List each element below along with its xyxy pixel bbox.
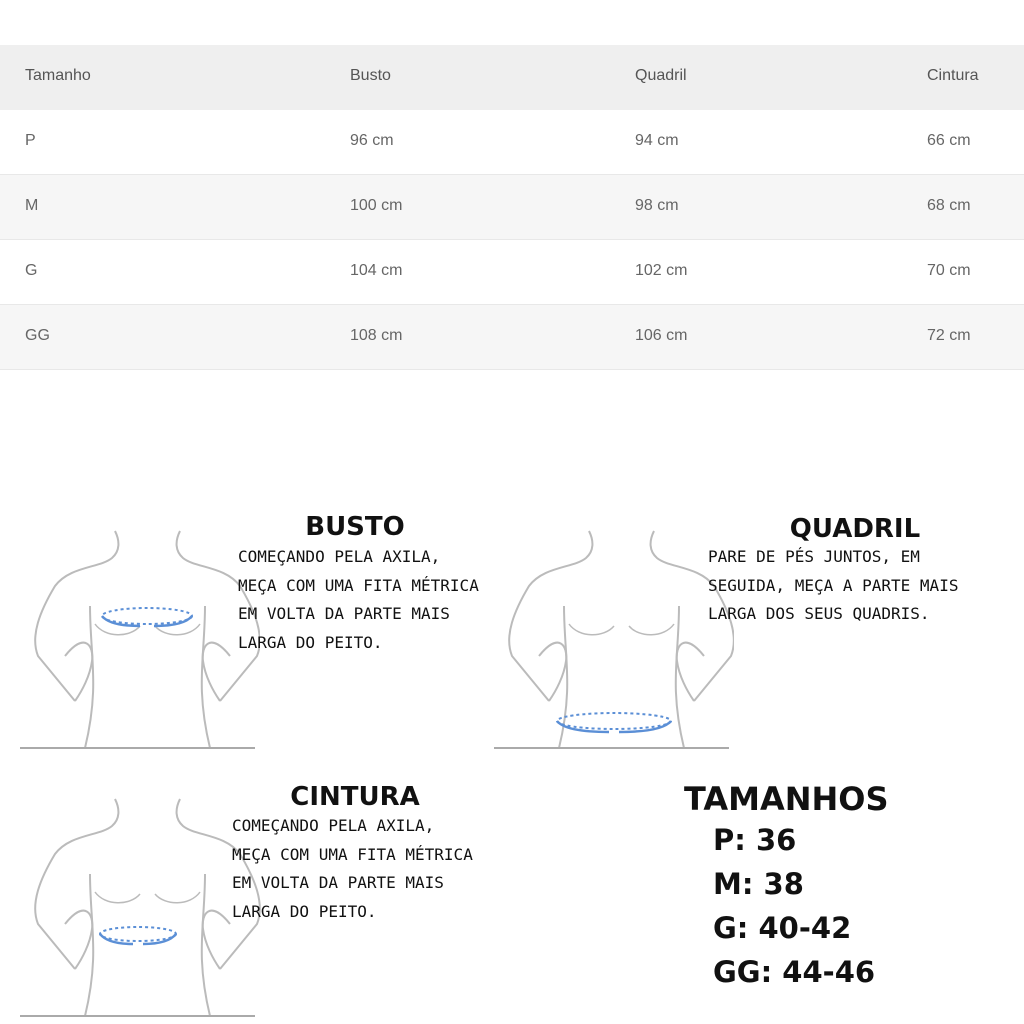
size-item: M: 38 (713, 867, 804, 901)
cell: G (25, 262, 38, 279)
cell: 98 cm (635, 197, 679, 214)
table-row: G 104 cm 102 cm 70 cm (0, 240, 1024, 305)
table-row: M 100 cm 98 cm 68 cm (0, 175, 1024, 240)
busto-figure-icon (20, 530, 260, 749)
cell: 68 cm (927, 197, 971, 214)
cell: M (25, 197, 39, 214)
cell: GG (25, 327, 50, 344)
quadril-title: QUADRIL (789, 514, 921, 544)
size-table: Tamanho Busto Quadril Cintura P 96 cm 94… (0, 45, 1024, 370)
cell: 96 cm (350, 132, 394, 149)
cell: 94 cm (635, 132, 679, 149)
quadril-description: PARE DE PÉS JUNTOS, EM SEGUIDA, MEÇA A P… (708, 547, 959, 623)
cintura-description: COMEÇANDO PELA AXILA, MEÇA COM UMA FITA … (232, 816, 473, 921)
size-item: G: 40-42 (713, 911, 852, 945)
table-row: P 96 cm 94 cm 66 cm (0, 110, 1024, 175)
cell: P (25, 132, 36, 149)
quadril-figure-icon (494, 530, 734, 749)
header-cell: Busto (350, 67, 391, 84)
size-item: P: 36 (713, 823, 797, 857)
cell: 106 cm (635, 327, 688, 344)
header-cell: Tamanho (25, 67, 91, 84)
cell: 102 cm (635, 262, 688, 279)
busto-description: COMEÇANDO PELA AXILA, MEÇA COM UMA FITA … (238, 547, 479, 652)
sizes-legend: TAMANHOS P: 36 M: 38 G: 40-42 GG: 44-46 (684, 780, 889, 994)
cintura-title: CINTURA (290, 782, 420, 812)
cintura-figure-icon (20, 798, 261, 1017)
sizes-title: TAMANHOS (684, 780, 889, 818)
cell: 108 cm (350, 327, 403, 344)
cell: 100 cm (350, 197, 403, 214)
table-row: GG 108 cm 106 cm 72 cm (0, 305, 1024, 370)
table-header: Tamanho Busto Quadril Cintura (0, 45, 1024, 110)
cell: 70 cm (927, 262, 971, 279)
cell: 104 cm (350, 262, 403, 279)
size-item: GG: 44-46 (713, 955, 876, 989)
busto-title: BUSTO (305, 512, 405, 542)
header-cell: Cintura (927, 67, 979, 84)
header-cell: Quadril (635, 67, 687, 84)
cell: 72 cm (927, 327, 971, 344)
cell: 66 cm (927, 132, 971, 149)
